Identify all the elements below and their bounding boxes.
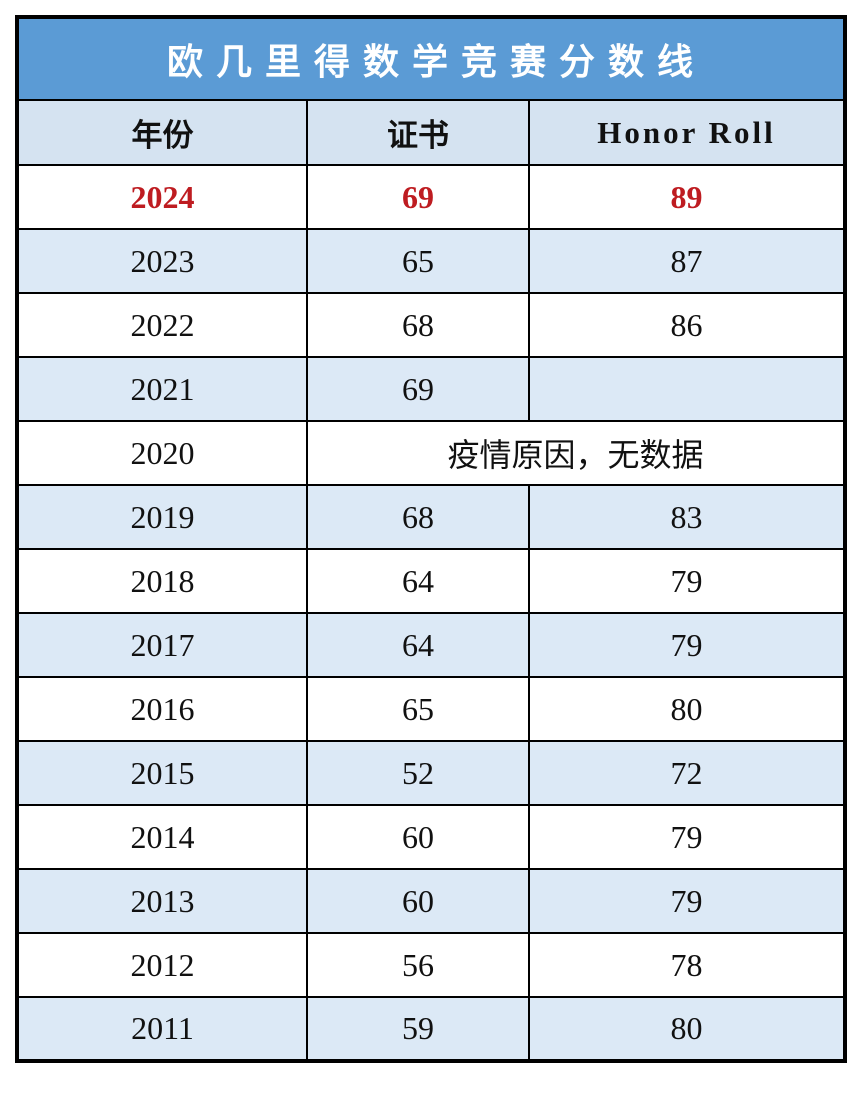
table-row-2021: 2021 69 [16, 356, 847, 422]
honor-roll-cell: 79 [527, 804, 847, 870]
certificate-cell: 64 [306, 548, 530, 614]
year-cell: 2021 [16, 356, 308, 422]
honor-roll-cell: 80 [527, 996, 847, 1062]
table-row-2023: 2023 65 87 [16, 228, 847, 294]
certificate-cell: 65 [306, 228, 530, 294]
table-row-2014: 2014 60 79 [16, 804, 847, 870]
table-row-2015: 2015 52 72 [16, 740, 847, 806]
honor-roll-cell: 83 [527, 484, 847, 550]
certificate-cell: 68 [306, 484, 530, 550]
year-cell: 2023 [16, 228, 308, 294]
certificate-cell: 59 [306, 996, 530, 1062]
certificate-cell: 52 [306, 740, 530, 806]
header-row: 年份 证书 Honor Roll [16, 99, 847, 166]
table-row-2017: 2017 64 79 [16, 612, 847, 678]
year-cell: 2011 [16, 996, 308, 1062]
merged-note-cell: 疫情原因，无数据 [305, 420, 847, 486]
table-row-2020: 2020 疫情原因，无数据 [16, 420, 847, 486]
honor-roll-cell: 79 [527, 868, 847, 934]
honor-roll-cell: 86 [527, 292, 847, 358]
certificate-cell: 60 [306, 868, 530, 934]
honor-roll-cell: 89 [527, 164, 847, 230]
certificate-cell: 64 [306, 612, 530, 678]
year-cell: 2024 [16, 164, 308, 230]
year-cell: 2017 [16, 612, 308, 678]
title-row: 欧 几 里 得 数 学 竞 赛 分 数 线 [15, 16, 847, 101]
certificate-cell: 69 [306, 164, 530, 230]
table-row-2012: 2012 56 78 [16, 932, 847, 998]
year-cell: 2019 [16, 484, 308, 550]
year-cell: 2012 [16, 932, 308, 998]
certificate-cell: 65 [306, 676, 530, 742]
table-row-2024: 2024 69 89 [16, 164, 847, 230]
honor-roll-cell: 79 [527, 612, 847, 678]
table-body: 2024 69 89 2023 65 87 2022 68 86 2021 69 2020 疫情原因，无… [16, 164, 847, 1062]
honor-roll-cell: 78 [527, 932, 847, 998]
column-header-year: 年份 [16, 99, 308, 166]
year-cell: 2015 [16, 740, 308, 806]
column-header-honor-roll: Honor Roll [527, 99, 847, 166]
year-cell: 2020 [16, 420, 308, 486]
table-row-2022: 2022 68 86 [16, 292, 847, 358]
year-cell: 2014 [16, 804, 308, 870]
honor-roll-cell: 79 [527, 548, 847, 614]
certificate-cell: 68 [306, 292, 530, 358]
table-row-2011: 2011 59 80 [16, 996, 847, 1062]
honor-roll-cell: 87 [527, 228, 847, 294]
year-cell: 2013 [16, 868, 308, 934]
year-cell: 2018 [16, 548, 308, 614]
honor-roll-cell [527, 356, 847, 422]
year-cell: 2016 [16, 676, 308, 742]
table-row-2019: 2019 68 83 [16, 484, 847, 550]
table-title: 欧 几 里 得 数 学 竞 赛 分 数 线 [15, 16, 847, 101]
honor-roll-cell: 72 [527, 740, 847, 806]
certificate-cell: 60 [306, 804, 530, 870]
certificate-cell: 56 [306, 932, 530, 998]
column-header-certificate: 证书 [306, 99, 530, 166]
year-cell: 2022 [16, 292, 308, 358]
table-row-2018: 2018 64 79 [16, 548, 847, 614]
certificate-cell: 69 [306, 356, 530, 422]
table-row-2013: 2013 60 79 [16, 868, 847, 934]
euclid-score-table: 欧 几 里 得 数 学 竞 赛 分 数 线 年份 证书 Honor Roll 2… [15, 15, 848, 1063]
honor-roll-cell: 80 [527, 676, 847, 742]
table-row-2016: 2016 65 80 [16, 676, 847, 742]
